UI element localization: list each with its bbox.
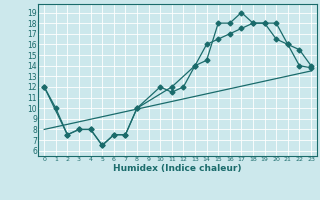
X-axis label: Humidex (Indice chaleur): Humidex (Indice chaleur) [113, 164, 242, 173]
